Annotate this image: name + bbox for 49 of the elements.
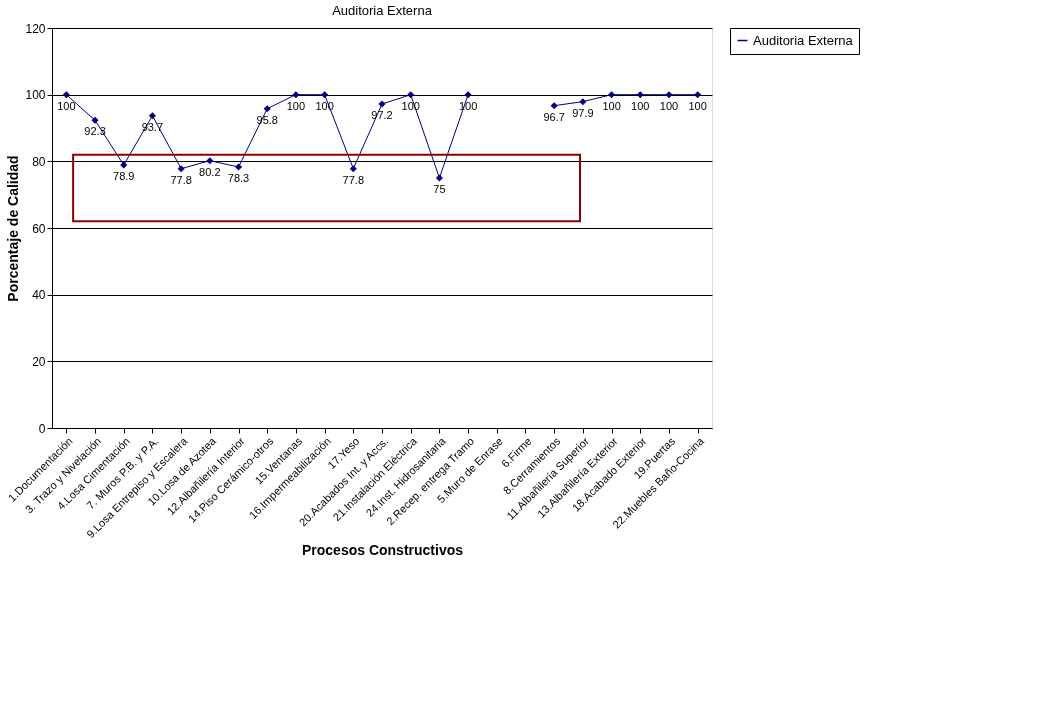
data-label: 96.7 bbox=[543, 110, 565, 123]
data-label: 97.2 bbox=[371, 109, 393, 121]
data-label: 80.2 bbox=[199, 165, 221, 178]
data-label: 100 bbox=[631, 99, 650, 112]
point bbox=[608, 91, 616, 99]
y-tick-label: 120 bbox=[25, 21, 46, 36]
point bbox=[120, 161, 128, 169]
point bbox=[694, 91, 702, 99]
y-tick-label: 0 bbox=[38, 421, 46, 436]
point bbox=[321, 91, 329, 99]
data-label: 75 bbox=[433, 183, 446, 195]
y-tick-label: 20 bbox=[32, 354, 46, 369]
point bbox=[464, 91, 472, 99]
point bbox=[349, 165, 357, 173]
point bbox=[177, 165, 185, 173]
y-axis-title: Porcentaje de Calidad bbox=[5, 155, 22, 302]
data-label: 100 bbox=[659, 99, 679, 112]
data-label: 78.3 bbox=[227, 172, 250, 184]
data-label: 100 bbox=[57, 99, 76, 112]
y-tick-label: 80 bbox=[32, 154, 46, 169]
data-label: 100 bbox=[458, 99, 478, 112]
y-tick-label: 40 bbox=[32, 288, 46, 303]
point bbox=[550, 102, 558, 110]
point bbox=[148, 112, 156, 120]
point bbox=[579, 98, 587, 106]
point bbox=[234, 163, 243, 171]
data-label: 77.8 bbox=[342, 173, 365, 186]
data-label: 100 bbox=[286, 99, 306, 112]
y-tick-label: 100 bbox=[25, 88, 46, 103]
data-label: 77.8 bbox=[170, 173, 192, 186]
chart-title: Auditoria Externa bbox=[332, 3, 433, 18]
point bbox=[91, 116, 99, 124]
data-label: 100 bbox=[688, 99, 707, 112]
data-label: 100 bbox=[602, 99, 621, 112]
data-label: 100 bbox=[315, 99, 334, 112]
point bbox=[636, 91, 644, 99]
point bbox=[62, 91, 70, 99]
x-axis-title: Procesos Constructivos bbox=[301, 542, 464, 559]
point bbox=[292, 91, 300, 99]
y-tick-label: 60 bbox=[32, 221, 46, 236]
data-label: 78.9 bbox=[113, 170, 135, 182]
data-label: 97.9 bbox=[572, 106, 594, 119]
point bbox=[206, 157, 214, 165]
point bbox=[665, 91, 673, 99]
point bbox=[378, 100, 386, 108]
legend-label: Auditoria Externa bbox=[753, 32, 854, 48]
point bbox=[407, 91, 415, 99]
point bbox=[263, 105, 271, 113]
point bbox=[435, 174, 443, 182]
